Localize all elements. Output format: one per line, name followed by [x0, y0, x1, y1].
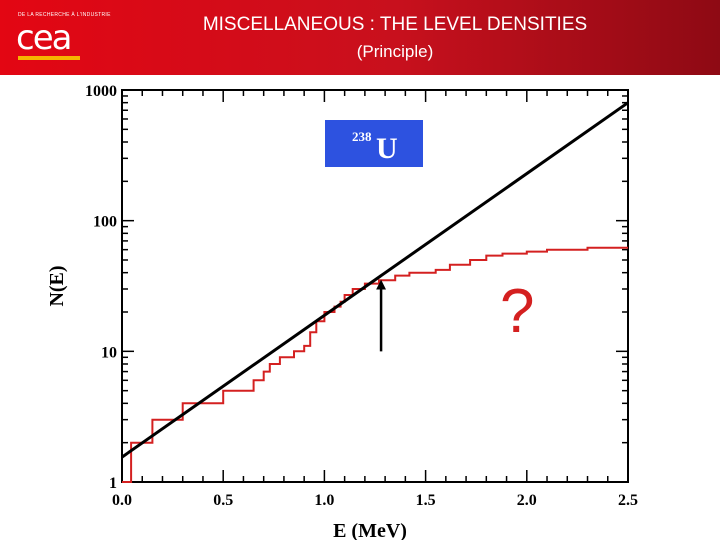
x-tick-label: 2.0: [517, 492, 537, 509]
extrapolation-line: [121, 101, 629, 459]
header-banner: DE LA RECHERCHE À L'INDUSTRIE cea MISCEL…: [0, 0, 720, 75]
question-mark: ?: [500, 277, 534, 346]
plot-frame: [121, 89, 629, 483]
cea-logo: DE LA RECHERCHE À L'INDUSTRIE cea: [8, 10, 110, 65]
y-tick-label: 10: [101, 344, 117, 361]
nucleus-label-box: [325, 120, 423, 167]
logo-accent-bar: [18, 56, 80, 60]
x-tick-label: 1.0: [314, 492, 334, 509]
y-tick-label: 1: [109, 475, 117, 492]
slide-subtitle: (Principle): [356, 42, 434, 61]
nucleus-mass-number: 238: [352, 129, 372, 144]
slide-title: MISCELLANEOUS : THE LEVEL DENSITIES: [202, 14, 588, 35]
y-tick-label: 1000: [85, 83, 117, 100]
logo-tagline: DE LA RECHERCHE À L'INDUSTRIE: [18, 12, 111, 18]
x-tick-label: 2.5: [618, 492, 638, 509]
axis-tick-labels: 0.0 0.5 1.0 1.5 2.0 2.5 1 10 100 1000: [85, 83, 638, 509]
nucleus-symbol: U: [376, 132, 398, 165]
level-count-step-series: [122, 246, 628, 483]
x-tick-label: 1.5: [416, 492, 436, 509]
y-tick-label: 100: [93, 214, 117, 231]
x-tick-label: 0.5: [213, 492, 233, 509]
level-density-chart: 0.0 0.5 1.0 1.5 2.0 2.5 1 10 100 1000 238 U ? E (…: [46, 83, 638, 540]
logo-wordmark: cea: [16, 18, 72, 58]
x-axis-label: E (MeV): [333, 520, 407, 540]
axis-ticks: [121, 90, 629, 483]
y-axis-label: N(E): [46, 265, 68, 306]
x-tick-label: 0.0: [112, 492, 132, 509]
series-layer: [121, 101, 629, 483]
